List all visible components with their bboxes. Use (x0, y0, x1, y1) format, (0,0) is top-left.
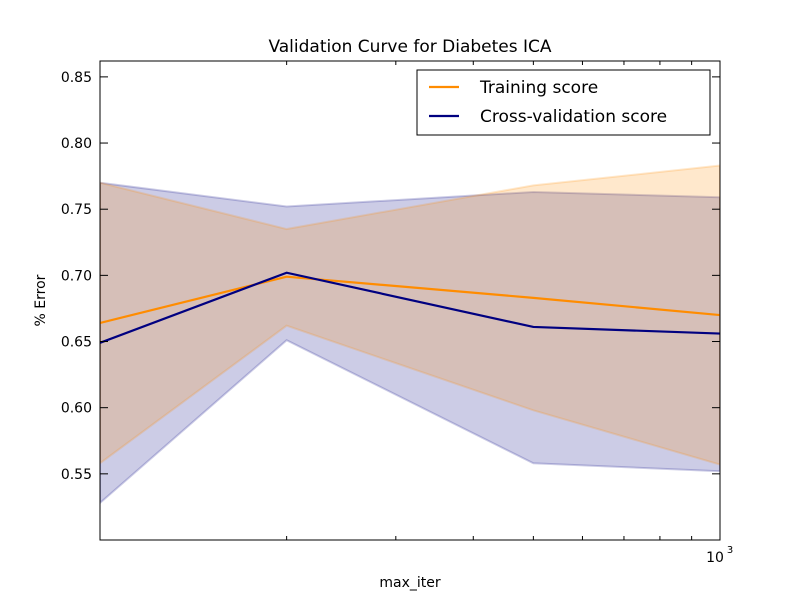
plot-frame (99, 60, 721, 541)
y-tick-label: 0.65 (61, 335, 92, 351)
y-tick-label: 0.80 (61, 136, 92, 152)
line-training-score (100, 275, 720, 325)
band-cross-validation-score (100, 181, 720, 505)
x-tick-label-exponent: 3 (727, 545, 733, 556)
confidence-bands (100, 164, 720, 505)
legend-label-cross-validation-score: Cross-validation score (480, 107, 667, 127)
y-tick-label: 0.55 (61, 467, 92, 483)
y-tick-label: 0.85 (61, 70, 92, 86)
y-tick-label: 0.70 (61, 268, 92, 284)
axis-ticks: 0.55 0.60 0.65 0.70 0.75 0.80 0.85 10 3 (61, 61, 733, 566)
y-axis-label: % Error (33, 274, 49, 326)
y-tick-label: 0.75 (61, 202, 92, 218)
legend-box (416, 69, 711, 136)
y-tick-label: 0.60 (61, 401, 92, 417)
legend: Training score Cross-validation score (416, 69, 711, 136)
band-training-score (100, 164, 720, 466)
x-tick-label: 10 (706, 550, 724, 566)
line-cross-validation-score (100, 271, 720, 344)
chart-title: Validation Curve for Diabetes ICA (268, 37, 551, 57)
x-axis-label: max_iter (379, 575, 440, 591)
legend-label-training-score: Training score (479, 78, 598, 98)
